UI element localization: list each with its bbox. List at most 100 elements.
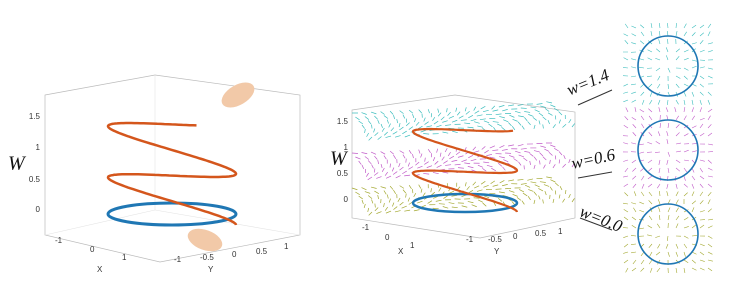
vector-arrow <box>523 157 528 162</box>
vector-arrow <box>498 162 503 167</box>
vector-arrow <box>632 124 637 129</box>
vector-arrow <box>547 119 550 125</box>
vector-arrow <box>532 117 537 121</box>
vector-arrow <box>623 259 629 264</box>
vector-arrow <box>468 114 474 119</box>
vector-arrow <box>699 159 705 162</box>
vector-arrow <box>476 189 483 192</box>
z-tick: 0.5 <box>29 175 41 184</box>
vector-arrow <box>386 119 389 124</box>
vector-arrow <box>699 99 702 105</box>
vector-arrow <box>361 112 367 115</box>
vector-arrow <box>364 156 370 160</box>
vector-arrow <box>451 159 458 162</box>
vector-arrow <box>691 200 697 205</box>
vector-arrow <box>675 115 680 121</box>
z-tick: 1 <box>36 143 41 152</box>
vector-arrow <box>435 199 442 202</box>
vector-arrow <box>476 114 483 117</box>
helix-curve <box>106 121 238 226</box>
vector-arrow <box>396 119 398 124</box>
vector-arrow <box>544 108 550 112</box>
vector-arrow <box>364 191 371 194</box>
base-circle <box>106 201 238 227</box>
vector-arrow <box>667 22 669 29</box>
vector-arrow <box>479 118 486 121</box>
vector-arrow <box>647 175 653 180</box>
vector-arrow <box>640 83 645 88</box>
vector-arrow <box>519 189 525 193</box>
vector-arrow <box>404 134 411 138</box>
vector-arrow <box>683 31 687 37</box>
vector-arrow <box>674 107 677 113</box>
vector-arrow <box>367 195 373 199</box>
vector-arrow <box>675 48 680 53</box>
vector-arrow <box>420 129 426 133</box>
vector-arrow <box>699 200 704 205</box>
vector-arrow <box>683 159 689 162</box>
vector-arrow <box>392 131 398 135</box>
vector-arrow <box>550 144 556 148</box>
left-axes: W 1.5 1 0.5 0 -1 0 1 X -1 -0.5 0 0.5 1 Y <box>8 74 301 274</box>
vector-arrow <box>377 136 382 140</box>
vector-arrow <box>631 58 637 61</box>
vector-arrow <box>558 111 563 116</box>
hand-bottom <box>187 228 223 252</box>
vector-arrow <box>371 199 374 204</box>
vector-arrow <box>447 112 451 116</box>
vector-arrow <box>380 151 386 155</box>
vector-arrow <box>511 201 516 206</box>
vector-arrow <box>699 49 705 53</box>
vector-arrow <box>502 109 508 112</box>
vector-arrow <box>707 251 713 255</box>
vector-arrow <box>483 120 490 124</box>
vector-arrow <box>358 120 363 125</box>
vector-arrow <box>447 152 451 157</box>
vector-arrow <box>675 31 678 37</box>
vector-arrow <box>691 59 697 62</box>
vector-arrow <box>707 192 712 197</box>
vector-arrow <box>426 165 433 168</box>
vector-arrow <box>385 175 392 179</box>
vector-arrow <box>524 111 531 113</box>
vector-arrow <box>508 122 512 127</box>
vector-arrow <box>691 251 697 255</box>
vector-arrow <box>374 155 378 160</box>
vector-arrow <box>466 186 470 191</box>
vector-arrow <box>543 184 550 187</box>
vector-arrow <box>401 205 407 209</box>
vector-arrow <box>639 143 645 146</box>
vector-arrow <box>571 123 576 128</box>
vector-arrow <box>641 123 645 129</box>
vector-arrow <box>441 156 445 161</box>
vector-arrow <box>377 119 380 125</box>
vector-arrow <box>481 146 486 150</box>
vector-arrow <box>623 159 629 162</box>
vector-arrow <box>370 186 377 189</box>
vector-arrow <box>667 151 671 157</box>
vector-arrow <box>518 115 524 118</box>
vector-arrow <box>666 131 669 137</box>
vector-arrow <box>624 192 629 197</box>
y-tick: -0.5 <box>200 253 214 262</box>
vector-arrow <box>399 185 405 189</box>
vector-arrow <box>527 121 531 126</box>
vector-arrow <box>699 75 705 80</box>
vector-arrow <box>683 217 689 221</box>
y-tick: 0 <box>232 250 237 259</box>
vector-arrow <box>558 151 563 156</box>
vector-arrow <box>528 189 534 192</box>
vector-arrow <box>457 167 464 169</box>
vector-arrow <box>470 158 477 162</box>
vector-arrow <box>683 99 686 105</box>
vector-arrow <box>376 211 382 214</box>
vector-arrow <box>439 152 442 157</box>
vector-arrow <box>640 115 645 121</box>
vector-arrow <box>667 83 669 89</box>
vector-arrow <box>691 83 697 87</box>
vector-arrow <box>424 157 426 162</box>
vector-arrow <box>639 109 645 113</box>
vector-arrow <box>554 108 559 112</box>
vector-arrow <box>464 162 471 165</box>
vector-arrow <box>650 267 653 273</box>
